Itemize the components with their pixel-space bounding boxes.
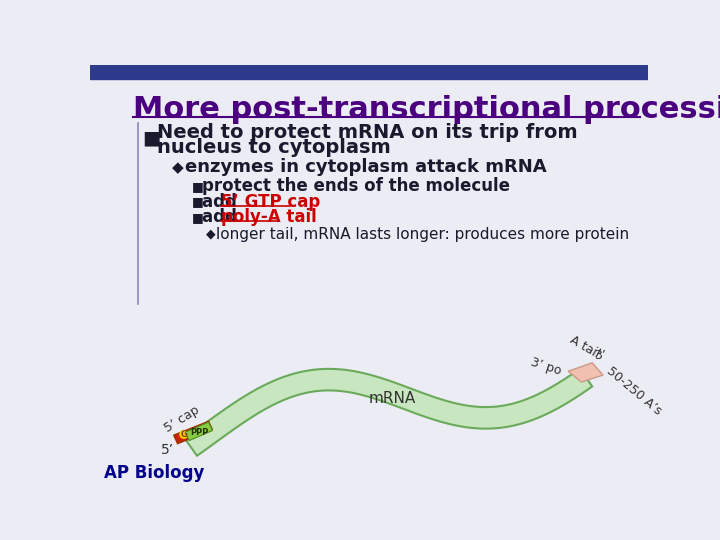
Text: mRNA: mRNA [369,391,416,406]
Text: 5’: 5’ [161,443,174,457]
Text: More post-transcriptional processing: More post-transcriptional processing [132,95,720,124]
Bar [90,65,648,79]
Polygon shape [174,421,212,444]
Text: ■: ■ [192,180,203,193]
Text: AP Biology: AP Biology [104,464,204,482]
Text: 50-250 A’s: 50-250 A’s [604,364,664,417]
Text: 5’ GTP cap: 5’ GTP cap [221,193,320,211]
Text: ■: ■ [143,129,161,147]
Text: protect the ends of the molecule: protect the ends of the molecule [202,178,510,195]
Text: add: add [202,193,242,211]
Text: enzymes in cytoplasm attack mRNA: enzymes in cytoplasm attack mRNA [184,158,546,176]
Text: ■: ■ [192,211,203,224]
Text: PPP: PPP [190,428,209,437]
Text: G: G [180,430,187,439]
Text: Need to protect mRNA on its trip from: Need to protect mRNA on its trip from [157,123,577,142]
Text: longer tail, mRNA lasts longer: produces more protein: longer tail, mRNA lasts longer: produces… [216,227,629,242]
Text: A tail: A tail [567,333,602,360]
Text: add: add [202,208,242,226]
Text: ■: ■ [192,195,203,208]
Text: poly-A tail: poly-A tail [221,208,317,226]
Text: ◆: ◆ [172,160,184,175]
Text: 3’ po: 3’ po [528,356,562,377]
Polygon shape [185,422,212,441]
Polygon shape [568,363,603,382]
Text: 3’: 3’ [594,349,606,362]
Circle shape [180,430,188,438]
Text: 5’ cap: 5’ cap [161,403,202,435]
Text: ◆: ◆ [205,228,215,241]
Text: nucleus to cytoplasm: nucleus to cytoplasm [157,138,390,158]
Polygon shape [184,369,593,456]
